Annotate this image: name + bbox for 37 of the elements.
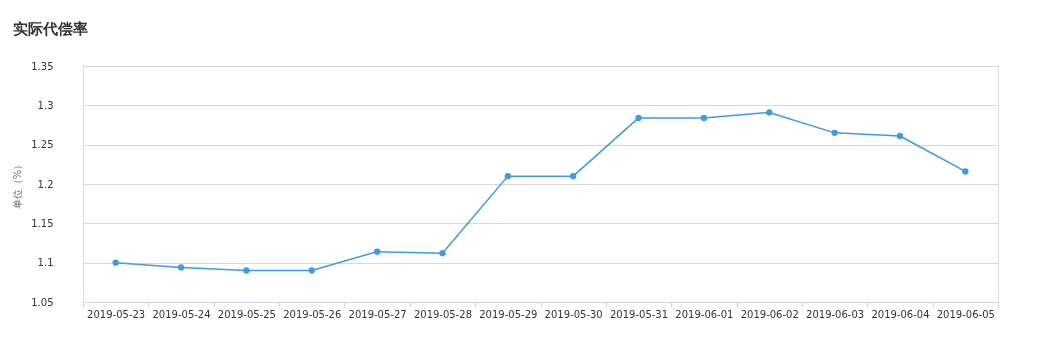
point (373, 248, 381, 255)
x-tick-label: 2019-06-01 (675, 308, 734, 320)
y-tick-label: 1.3 (37, 99, 54, 111)
point (896, 132, 904, 140)
point (831, 129, 838, 137)
point (112, 259, 119, 266)
point (635, 114, 642, 122)
y-tick-label: 1.25 (31, 139, 54, 151)
y-tick-label: 1.35 (31, 60, 54, 72)
x-tick-label: 2019-06-04 (871, 308, 930, 320)
x-tick-label: 2019-05-31 (609, 308, 669, 320)
point (439, 250, 446, 257)
y-tick-label: 1.15 (31, 217, 54, 229)
point (570, 172, 577, 180)
x-tick-label: 2019-05-29 (479, 308, 538, 320)
y-tick-label: 1.2 (37, 178, 54, 190)
point (766, 109, 773, 116)
y-axis-title: 单位（%） (12, 159, 24, 210)
x-tick-label: 2019-06-03 (806, 308, 865, 320)
x-tick-label: 2019-05-30 (544, 308, 603, 320)
point (700, 114, 708, 122)
x-tick-label: 2019-05-24 (152, 308, 211, 320)
point (308, 267, 315, 274)
y-tick-label: 1.1 (37, 257, 54, 269)
x-tick-label: 2019-05-26 (283, 308, 342, 320)
x-tick-label: 2019-05-27 (348, 308, 407, 320)
x-tick-label: 2019-06-02 (740, 308, 799, 320)
y-tick-label: 1.05 (31, 296, 54, 308)
point (243, 267, 250, 274)
point (962, 168, 969, 175)
chart-title: 实际代偿率 (12, 20, 88, 38)
point (504, 172, 511, 180)
x-tick-label: 2019-05-23 (87, 308, 146, 320)
x-tick-label: 2019-05-25 (217, 308, 276, 320)
x-tick-label: 2019-06-05 (936, 308, 995, 320)
x-tick-label: 2019-05-28 (413, 308, 473, 320)
point (177, 264, 185, 271)
